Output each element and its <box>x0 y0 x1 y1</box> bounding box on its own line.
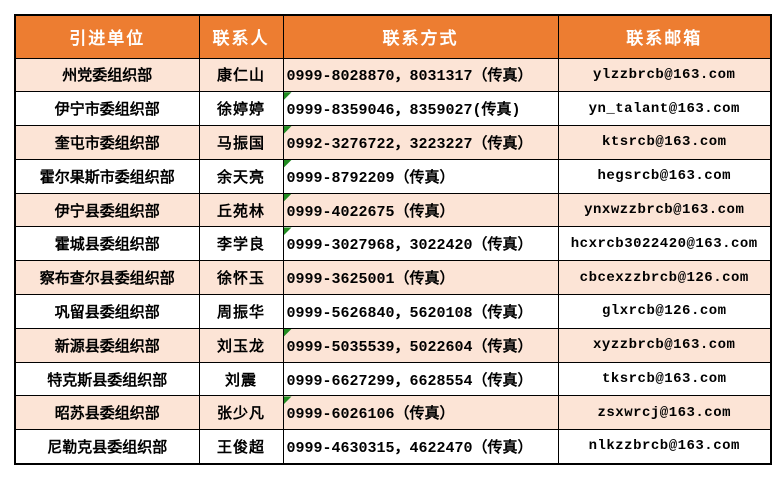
table-row: 霍尔果斯市委组织部 余天亮 0999-8792209（传真） hegsrcb@1… <box>14 158 772 194</box>
email-cell: ylzzbrcb@163.com <box>557 57 772 93</box>
phone-text: 0999-4022675（传真） <box>286 203 455 221</box>
table-row: 伊宁市委组织部 徐婷婷 0999-8359046，8359027(传真) yn_… <box>14 91 772 127</box>
phone-text: 0999-6026106（传真） <box>286 406 455 424</box>
phone-cell: 0999-3625001（传真） <box>282 260 559 296</box>
header-contact: 联系人 <box>198 14 284 59</box>
unit-cell: 伊宁市委组织部 <box>14 91 200 127</box>
phone-cell: 0999-4022675（传真） <box>282 192 559 228</box>
green-triangle-icon <box>284 126 292 135</box>
phone-cell: 0999-5035539，5022604（传真） <box>282 327 559 363</box>
header-email: 联系邮箱 <box>557 14 772 59</box>
header-row: 引进单位 联系人 联系方式 联系邮箱 <box>14 14 772 59</box>
contact-cell: 马振国 <box>198 125 284 160</box>
green-triangle-icon <box>284 396 292 405</box>
table-row: 霍城县委组织部 李学良 0999-3027968，3022420（传真） hcx… <box>14 226 772 262</box>
phone-text: 0999-3027968，3022420（传真） <box>286 237 533 255</box>
green-triangle-icon <box>284 194 292 202</box>
unit-cell: 奎屯市委组织部 <box>14 125 200 160</box>
contact-cell: 徐怀玉 <box>198 260 284 296</box>
unit-cell: 新源县委组织部 <box>14 327 200 363</box>
contact-cell: 刘玉龙 <box>198 327 284 363</box>
phone-cell: 0999-8028870，8031317（传真） <box>282 57 559 93</box>
phone-text: 0999-3625001（传真） <box>286 271 455 289</box>
table-row: 特克斯县委组织部 刘震 0999-6627299，6628554（传真） tks… <box>14 361 772 397</box>
email-cell: glxrcb@126.com <box>557 294 772 329</box>
phone-text: 0992-3276722，3223227（传真） <box>286 135 533 153</box>
table-row: 新源县委组织部 刘玉龙 0999-5035539，5022604（传真） xyz… <box>14 327 772 363</box>
email-cell: hegsrcb@163.com <box>557 158 772 194</box>
contact-cell: 王俊超 <box>198 429 284 465</box>
phone-text: 0999-6627299，6628554（传真） <box>286 372 533 390</box>
header-unit: 引进单位 <box>14 14 200 59</box>
email-cell: cbcexzzbrcb@126.com <box>557 260 772 296</box>
email-cell: hcxrcb3022420@163.com <box>557 226 772 262</box>
phone-cell: 0999-6026106（传真） <box>282 395 559 431</box>
email-cell: xyzzbrcb@163.com <box>557 327 772 363</box>
green-triangle-icon <box>284 227 292 236</box>
contact-cell: 张少凡 <box>198 395 284 431</box>
table-row: 察布查尔县委组织部 徐怀玉 0999-3625001（传真） cbcexzzbr… <box>14 260 772 296</box>
contact-cell: 周振华 <box>198 294 284 329</box>
unit-cell: 巩留县委组织部 <box>14 294 200 329</box>
contact-cell: 余天亮 <box>198 158 284 194</box>
table-body: 州党委组织部 康仁山 0999-8028870，8031317（传真） ylzz… <box>14 57 772 465</box>
table-row: 尼勒克县委组织部 王俊超 0999-4630315，4622470（传真） nl… <box>14 429 772 465</box>
green-triangle-icon <box>284 92 292 101</box>
contact-cell: 康仁山 <box>198 57 284 93</box>
table-row: 州党委组织部 康仁山 0999-8028870，8031317（传真） ylzz… <box>14 57 772 93</box>
email-cell: yn_talant@163.com <box>557 91 772 127</box>
email-cell: zsxwrcj@163.com <box>557 395 772 431</box>
email-cell: nlkzzbrcb@163.com <box>557 429 772 465</box>
phone-text: 0999-8028870，8031317（传真） <box>286 68 533 86</box>
phone-text: 0999-8359046，8359027(传真) <box>286 102 521 120</box>
unit-cell: 尼勒克县委组织部 <box>14 429 200 465</box>
unit-cell: 霍尔果斯市委组织部 <box>14 158 200 194</box>
phone-text: 0999-5626840，5620108（传真） <box>286 304 533 322</box>
unit-cell: 特克斯县委组织部 <box>14 361 200 397</box>
phone-cell: 0999-8792209（传真） <box>282 158 559 194</box>
phone-cell: 0992-3276722，3223227（传真） <box>282 125 559 160</box>
phone-text: 0999-5035539，5022604（传真） <box>286 338 533 356</box>
contact-cell: 徐婷婷 <box>198 91 284 127</box>
unit-cell: 伊宁县委组织部 <box>14 192 200 228</box>
green-triangle-icon <box>284 329 292 337</box>
unit-cell: 昭苏县委组织部 <box>14 395 200 431</box>
table-row: 巩留县委组织部 周振华 0999-5626840，5620108（传真） glx… <box>14 294 772 329</box>
unit-cell: 察布查尔县委组织部 <box>14 260 200 296</box>
phone-cell: 0999-6627299，6628554（传真） <box>282 361 559 397</box>
header-phone: 联系方式 <box>282 14 559 59</box>
table-row: 奎屯市委组织部 马振国 0992-3276722，3223227（传真） kts… <box>14 125 772 160</box>
contact-cell: 丘苑林 <box>198 192 284 228</box>
table-row: 伊宁县委组织部 丘苑林 0999-4022675（传真） ynxwzzbrcb@… <box>14 192 772 228</box>
email-cell: ynxwzzbrcb@163.com <box>557 192 772 228</box>
phone-cell: 0999-3027968，3022420（传真） <box>282 226 559 262</box>
email-cell: ktsrcb@163.com <box>557 125 772 160</box>
phone-cell: 0999-4630315，4622470（传真） <box>282 429 559 465</box>
phone-text: 0999-4630315，4622470（传真） <box>286 439 533 457</box>
unit-cell: 州党委组织部 <box>14 57 200 93</box>
phone-text: 0999-8792209（传真） <box>286 169 455 187</box>
phone-cell: 0999-5626840，5620108（传真） <box>282 294 559 329</box>
contact-cell: 刘震 <box>198 361 284 397</box>
email-cell: tksrcb@163.com <box>557 361 772 397</box>
green-triangle-icon <box>284 160 292 168</box>
contact-table: 引进单位 联系人 联系方式 联系邮箱 州党委组织部 康仁山 0999-80288… <box>14 14 772 465</box>
contact-cell: 李学良 <box>198 226 284 262</box>
unit-cell: 霍城县委组织部 <box>14 226 200 262</box>
table-row: 昭苏县委组织部 张少凡 0999-6026106（传真） zsxwrcj@163… <box>14 395 772 431</box>
phone-cell: 0999-8359046，8359027(传真) <box>282 91 559 127</box>
